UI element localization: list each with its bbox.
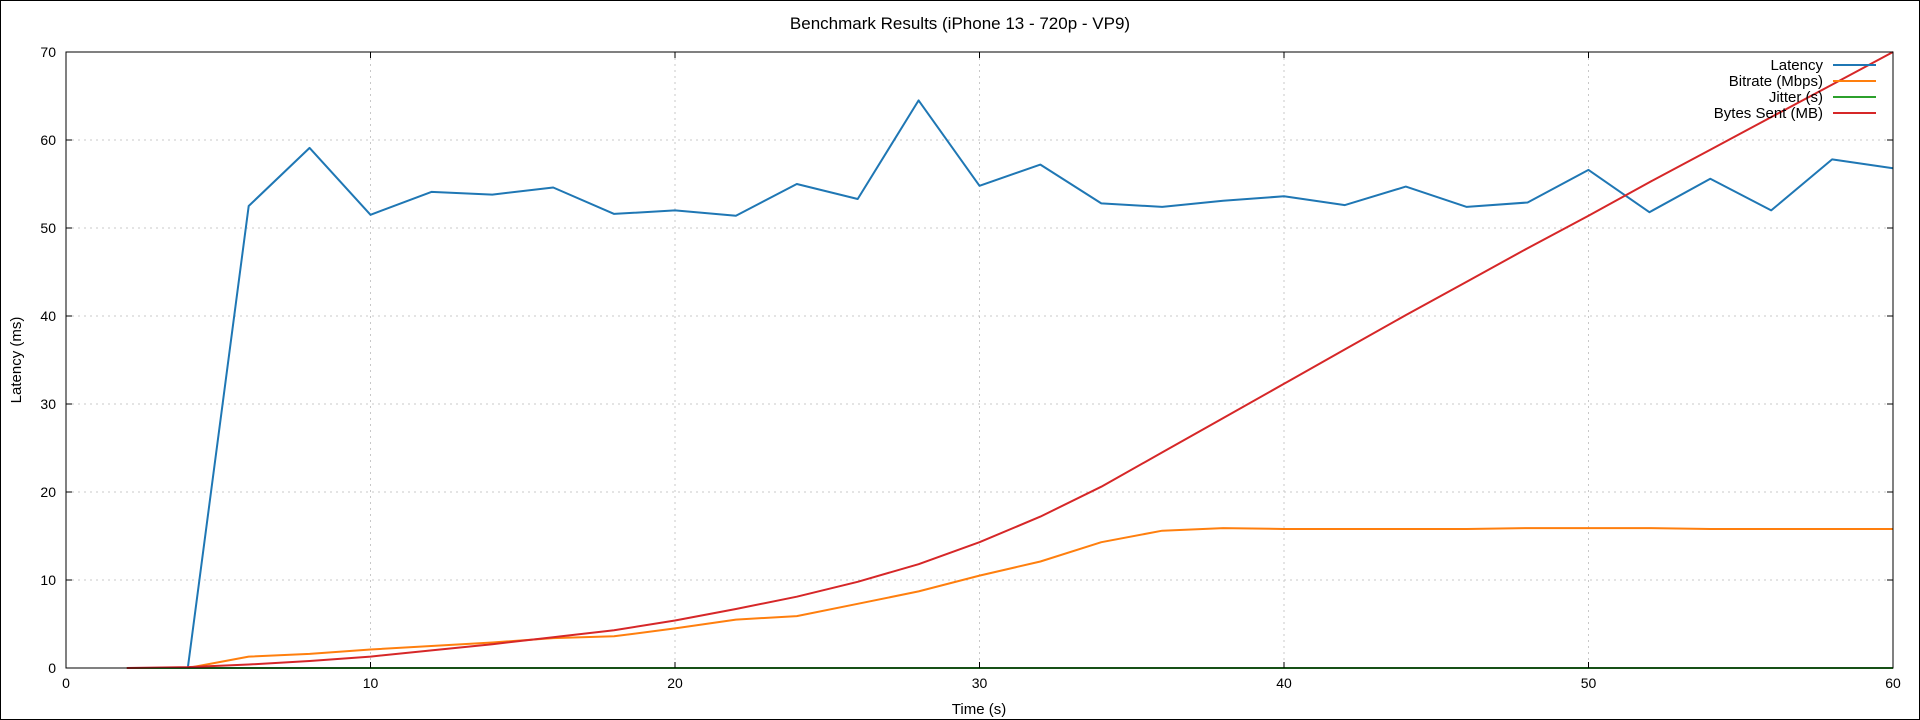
grid-lines bbox=[66, 52, 1893, 668]
series-line-bitrate-mbps bbox=[126, 527, 1893, 669]
x-tick-label: 60 bbox=[1885, 675, 1901, 691]
x-tick-label: 10 bbox=[363, 675, 379, 691]
y-tick-label: 40 bbox=[40, 308, 56, 324]
x-tick-label: 40 bbox=[1276, 675, 1292, 691]
x-tick-label: 50 bbox=[1581, 675, 1597, 691]
y-tick-label: 50 bbox=[40, 220, 56, 236]
legend-label-latency: Latency bbox=[1770, 57, 1823, 74]
legend-label-bytes-sent-mb: Bytes Sent (MB) bbox=[1714, 105, 1823, 122]
chart-title: Benchmark Results (iPhone 13 - 720p - VP… bbox=[790, 14, 1130, 33]
y-tick-label: 60 bbox=[40, 132, 56, 148]
series-line-bytes-sent-mb bbox=[126, 51, 1894, 669]
y-tick-label: 10 bbox=[40, 572, 56, 588]
x-tick-label: 0 bbox=[62, 675, 70, 691]
y-tick-label: 20 bbox=[40, 484, 56, 500]
x-axis-title: Time (s) bbox=[952, 701, 1006, 718]
series-line-latency bbox=[126, 99, 1894, 669]
legend-label-jitter-s: Jitter (s) bbox=[1769, 89, 1823, 106]
y-tick-label: 30 bbox=[40, 396, 56, 412]
x-tick-label: 20 bbox=[667, 675, 683, 691]
x-tick-label: 30 bbox=[972, 675, 988, 691]
y-axis-title: Latency (ms) bbox=[8, 317, 25, 404]
y-tick-label: 0 bbox=[48, 660, 56, 676]
axis-ticks: 0 10 20 30 40 50 60 0 10 20 30 40 50 60 70 bbox=[40, 44, 1901, 691]
legend-label-bitrate-mbps: Bitrate (Mbps) bbox=[1729, 73, 1823, 90]
y-tick-label: 70 bbox=[40, 44, 56, 60]
